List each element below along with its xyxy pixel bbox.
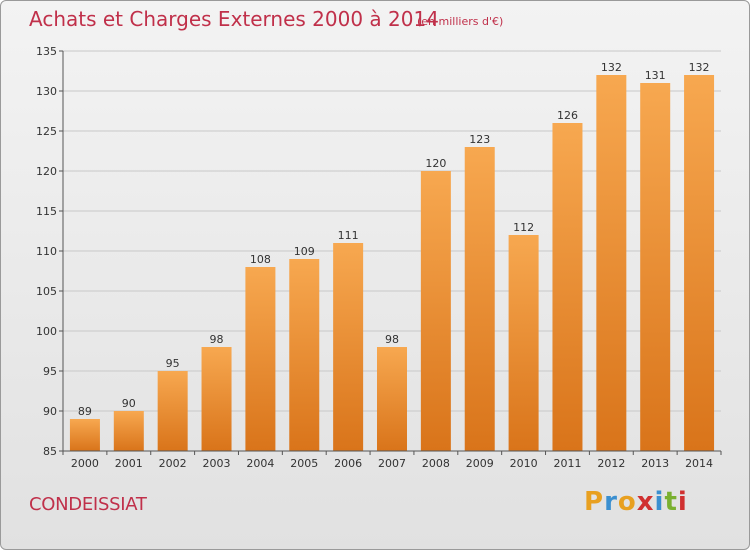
y-tick-label: 105	[36, 285, 57, 298]
x-tick-label: 2008	[422, 457, 450, 470]
x-tick-label: 2003	[203, 457, 231, 470]
logo-letter: o	[617, 487, 637, 517]
x-tick-label: 2001	[115, 457, 143, 470]
y-tick-label: 115	[36, 205, 57, 218]
x-tick-label: 2006	[334, 457, 362, 470]
x-tick-label: 2012	[597, 457, 625, 470]
bar-value-label: 132	[689, 61, 710, 74]
bar-2002	[157, 371, 188, 451]
y-tick-label: 110	[36, 245, 57, 258]
logo-letter: t	[664, 487, 678, 517]
axes: 85 90 95 100 105 110 115 120 125 130 135 2000 2001 20…	[36, 45, 722, 470]
logo-letter: i	[654, 487, 665, 517]
bar-value-label: 98	[210, 333, 224, 346]
x-tick-label: 2014	[685, 457, 713, 470]
x-tick-label: 2004	[246, 457, 274, 470]
bar-value-label: 98	[385, 333, 399, 346]
bar-value-label: 95	[166, 357, 180, 370]
bar-2006	[333, 243, 364, 451]
bar-2005	[289, 259, 320, 451]
bar-2010	[508, 235, 539, 451]
y-tick-label: 85	[43, 445, 57, 458]
bar-value-label: 90	[122, 397, 136, 410]
bar-2008	[420, 171, 451, 451]
bar-2004	[245, 267, 276, 451]
chart-title: Achats et Charges Externes 2000 à 2014	[29, 7, 439, 31]
bar-value-label: 123	[469, 133, 490, 146]
bar-value-label: 120	[425, 157, 446, 170]
x-tick-label: 2013	[641, 457, 669, 470]
y-tick-label: 120	[36, 165, 57, 178]
bar-value-label: 108	[250, 253, 271, 266]
y-tick-label: 100	[36, 325, 57, 338]
x-tick-label: 2005	[290, 457, 318, 470]
bar-value-label: 112	[513, 221, 534, 234]
bar-2000	[69, 419, 100, 451]
bar-value-label: 89	[78, 405, 92, 418]
x-tick-label: 2000	[71, 457, 99, 470]
bar-2014	[684, 75, 715, 451]
bar-value-label: 111	[338, 229, 359, 242]
bar-value-label: 126	[557, 109, 578, 122]
bar-2001	[113, 411, 144, 451]
x-tick-label: 2011	[553, 457, 581, 470]
bar-value-label: 132	[601, 61, 622, 74]
bar-2013	[640, 83, 671, 451]
bars	[69, 75, 715, 451]
y-tick-label: 90	[43, 405, 57, 418]
y-tick-label: 135	[36, 45, 57, 58]
x-tick-label: 2007	[378, 457, 406, 470]
logo-letter: P	[584, 487, 605, 517]
logo-letter: r	[604, 487, 618, 517]
bar-2011	[552, 123, 583, 451]
logo-letter: i	[677, 487, 688, 517]
y-tick-label: 125	[36, 125, 57, 138]
commune-name: CONDEISSIAT	[29, 494, 147, 515]
x-tick-label: 2010	[510, 457, 538, 470]
bar-value-label: 131	[645, 69, 666, 82]
logo-letter: x	[636, 487, 655, 517]
proxiti-logo[interactable]: Proxiti	[584, 487, 688, 517]
bar-2007	[377, 347, 407, 451]
chart-subtitle: (en milliers d'€)	[417, 15, 504, 28]
y-tick-label: 130	[36, 85, 57, 98]
bar-2012	[596, 75, 627, 451]
bar-2003	[201, 347, 232, 451]
bar-value-label: 109	[294, 245, 315, 258]
value-labels: 89 90 95 98 108 109 111 98 120 123 112 126 132 131 132	[78, 61, 710, 418]
y-tick-label: 95	[43, 365, 57, 378]
x-tick-label: 2009	[466, 457, 494, 470]
bar-2009	[464, 147, 495, 451]
x-tick-label: 2002	[159, 457, 187, 470]
